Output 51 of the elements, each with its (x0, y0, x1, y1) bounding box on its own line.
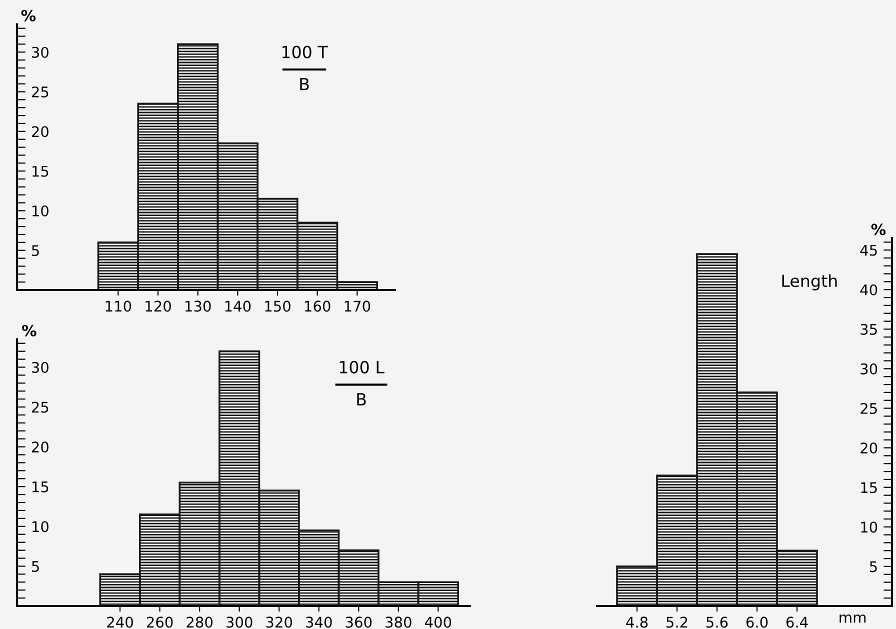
x-tick-label: 280 (186, 616, 212, 628)
y-tick-label: 25 (860, 402, 877, 414)
y-tick-label: 5 (32, 561, 39, 572)
y-tick-label: 40 (860, 284, 878, 296)
y-tick-label: 15 (32, 166, 48, 177)
y-tick-label: 30 (32, 46, 48, 58)
y-tick-label: 30 (860, 363, 878, 374)
x-tick-label: 300 (226, 616, 252, 628)
y-tick-label: 20 (32, 126, 48, 138)
y-tick-label: 15 (32, 482, 48, 492)
y-axis-title: % (871, 224, 886, 236)
x-tick-label: 240 (107, 616, 133, 628)
y-tick-label: 20 (860, 442, 878, 454)
x-tick-label: 110 (106, 300, 132, 312)
x-tick-label: 160 (305, 300, 330, 312)
x-tick-label: 4.8 (626, 616, 648, 628)
x-tick-label: 340 (306, 616, 332, 628)
y-tick-label: 35 (860, 324, 877, 335)
y-tick-label: 10 (32, 205, 48, 216)
x-tick-label: 400 (424, 616, 452, 628)
y-tick-label: 25 (32, 86, 48, 98)
x-tick-label: 130 (186, 300, 211, 312)
annotation: B (357, 393, 366, 406)
x-tick-label: 170 (344, 300, 370, 312)
x-tick-label: 5.6 (706, 616, 728, 628)
x-tick-label: 140 (225, 300, 251, 312)
annotation: 100 L (340, 360, 384, 374)
x-tick-label: 150 (265, 300, 290, 312)
y-tick-label: 10 (861, 522, 878, 533)
x-tick-label: 6.4 (786, 616, 808, 628)
x-tick-label: 380 (386, 616, 412, 628)
y-tick-label: 5 (870, 561, 877, 572)
text: Length (782, 274, 837, 290)
x-tick-label: 260 (146, 616, 173, 628)
y-axis-title: % (21, 10, 36, 22)
y-tick-label: 45 (860, 244, 877, 256)
y-tick-label: 15 (861, 482, 877, 494)
y-axis-title: % (22, 324, 36, 336)
y-tick-label: 30 (32, 362, 48, 373)
y-tick-label: 25 (32, 402, 48, 413)
y-tick-label: 20 (32, 442, 48, 453)
x-tick-label: 5.2 (666, 616, 688, 628)
x-tick-label: 320 (266, 616, 292, 628)
y-tick-label: 10 (32, 521, 48, 532)
x-tick-label: 360 (346, 616, 372, 628)
y-tick-label: 5 (32, 245, 39, 256)
x-tick-label: 6.0 (746, 616, 768, 628)
annotation: B (300, 78, 309, 90)
x-tick-label: 120 (146, 300, 171, 312)
annotation: 100 T (282, 46, 328, 58)
x-axis-title: mm (840, 614, 866, 623)
